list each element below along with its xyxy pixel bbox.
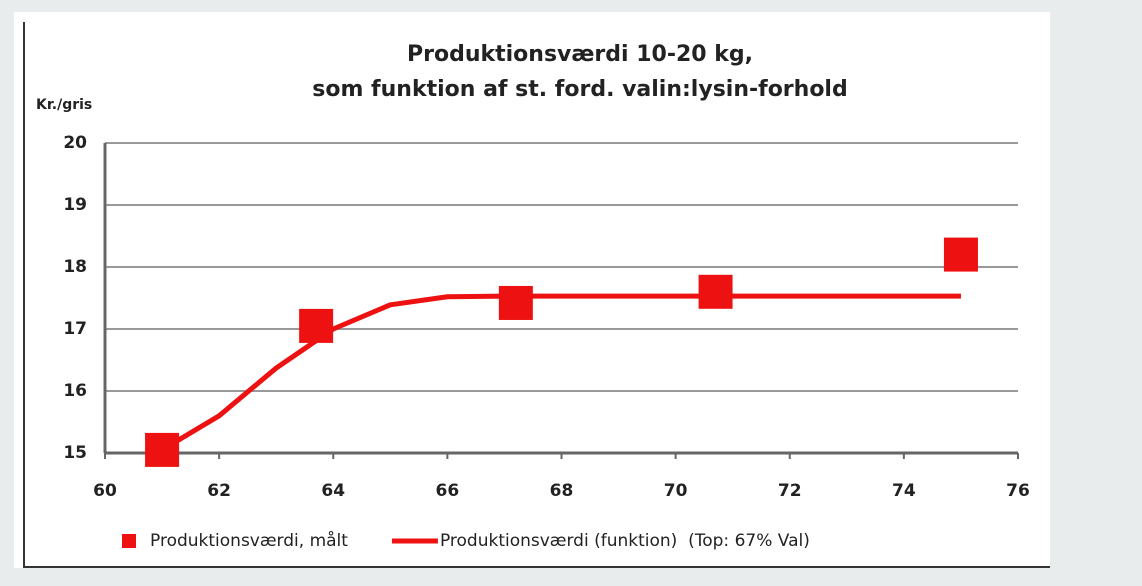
y-axis-label: Kr./gris xyxy=(36,97,92,113)
y-tick-label: 19 xyxy=(63,195,87,215)
x-tick-label: 66 xyxy=(436,481,460,501)
x-tick-label: 76 xyxy=(1006,481,1030,501)
marker xyxy=(943,237,978,272)
x-tick-label: 64 xyxy=(321,481,345,501)
x-tick-label: 68 xyxy=(550,481,574,501)
legend-label: Produktionsværdi, målt xyxy=(150,530,348,551)
x-tick-label: 74 xyxy=(892,481,916,501)
x-tick-label: 60 xyxy=(93,481,117,501)
y-tick-label: 17 xyxy=(63,319,87,339)
marker xyxy=(145,432,180,467)
x-tick-label: 70 xyxy=(664,481,688,501)
chart-title: Produktionsværdi 10-20 kg, xyxy=(407,42,753,67)
line xyxy=(160,293,961,453)
marker xyxy=(498,285,533,320)
chart-title: som funktion af st. ford. valin:lysin-fo… xyxy=(312,77,847,102)
y-tick-label: 20 xyxy=(63,133,87,153)
legend-marker xyxy=(122,534,136,548)
marker xyxy=(299,308,334,343)
legend-label: Produktionsværdi (funktion) (Top: 67% Va… xyxy=(440,531,810,551)
marker xyxy=(698,274,733,309)
y-tick-label: 18 xyxy=(63,257,87,277)
y-tick-label: 15 xyxy=(63,443,87,463)
x-tick-label: 62 xyxy=(207,481,231,501)
x-tick-label: 72 xyxy=(778,481,802,501)
y-tick-label: 16 xyxy=(63,381,87,401)
